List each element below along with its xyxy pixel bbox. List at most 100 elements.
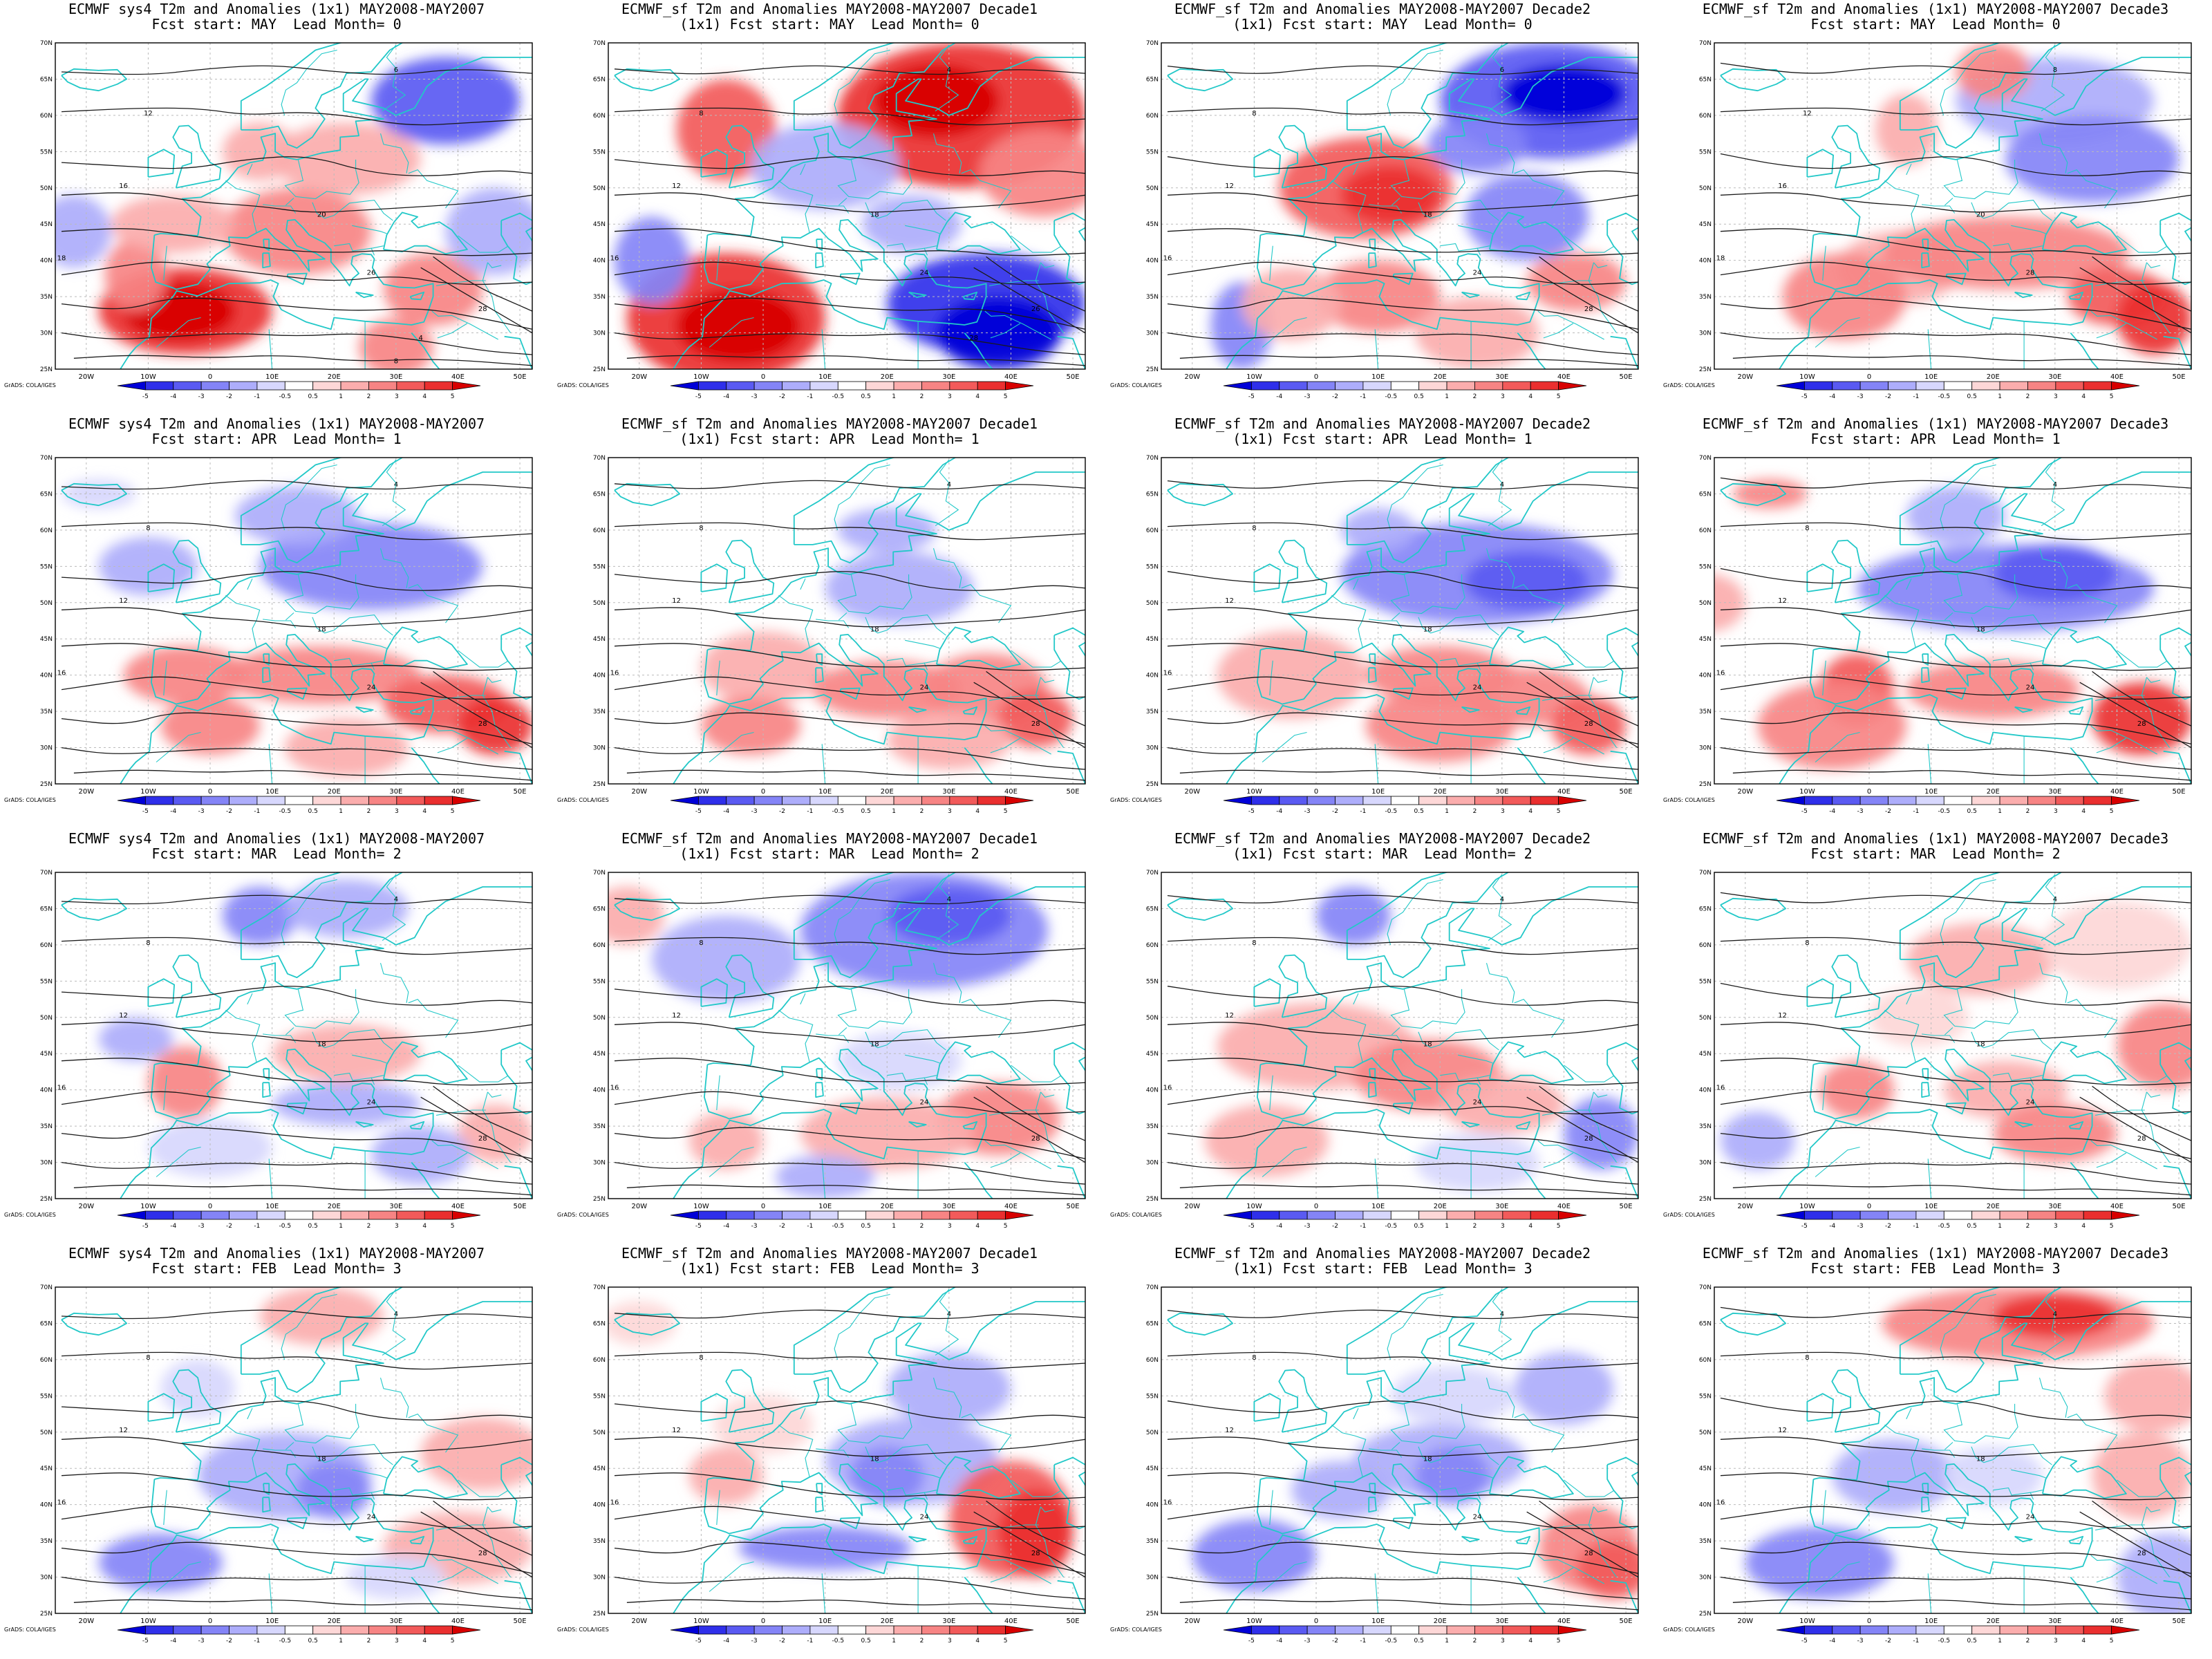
colorbar-tick-label: 4 (975, 393, 980, 400)
coastlines (1720, 43, 2191, 369)
colorbar-tick-label: 2 (2026, 808, 2030, 815)
country-borders (709, 874, 1085, 1199)
grads-credit: GrADS: COLA/IGES (4, 382, 56, 388)
latitude-label: 55N (1146, 978, 1159, 985)
colorbar-tick-label: 3 (948, 808, 952, 815)
contour-label: 24 (1473, 1099, 1482, 1107)
colorbar-swatch (424, 381, 453, 391)
colorbar-swatch (921, 381, 950, 391)
temperature-contours (61, 65, 532, 366)
longitude-label: 50E (1067, 1203, 1080, 1210)
longitude-label: 20E (881, 1618, 894, 1625)
contour-label: 4 (394, 1311, 398, 1318)
colorbar-tick-label: -2 (779, 1638, 785, 1644)
longitude-label: 20W (78, 373, 94, 381)
colorbar-tick-label: -1 (1360, 1223, 1366, 1230)
colorbar-tick-label: -5 (142, 1638, 149, 1644)
cold-anomaly-area (1993, 544, 2117, 603)
map-panel: ECMWF_sf T2m and Anomalies (1x1) MAY2008… (1659, 415, 2212, 830)
panel-title-line1: ECMWF_sf T2m and Anomalies (1x1) MAY2008… (1702, 1245, 2169, 1262)
graticule (608, 1287, 1085, 1613)
latitude-label: 25N (593, 366, 606, 373)
panel-title-line2: Fcst start: FEB Lead Month= 3 (151, 1260, 402, 1277)
longitude-label: 20E (328, 373, 341, 381)
panel-title-line1: ECMWF sys4 T2m and Anomalies (1x1) MAY20… (68, 830, 485, 847)
panel-title-line1: ECMWF_sf T2m and Anomalies MAY2008-MAY20… (1174, 1245, 1591, 1262)
colorbar-swatch (144, 1210, 174, 1220)
colorbar-swatch (1362, 381, 1391, 391)
longitude-label: 20E (1434, 373, 1447, 381)
latitude-label: 70N (593, 870, 606, 877)
colorbar-swatch (1915, 1210, 1944, 1220)
longitude-label: 30E (1495, 1203, 1508, 1210)
colorbar-tick-label: 2 (367, 1223, 371, 1230)
colorbar-swatch (2055, 796, 2084, 805)
panel-title-line1: ECMWF_sf T2m and Anomalies MAY2008-MAY20… (1174, 1, 1591, 17)
colorbar-swatch (1888, 796, 1917, 805)
colorbar-swatch (452, 1210, 481, 1220)
latitude-label: 45N (593, 221, 606, 228)
panel-title-line2: (1x1) Fcst start: FEB Lead Month= 3 (1232, 1260, 1533, 1277)
cold-anomaly-area (445, 187, 532, 275)
latitude-label: 30N (593, 1160, 606, 1167)
colorbar-tick-label: -0.5 (1385, 1223, 1398, 1230)
colorbar-tick-label: 5 (451, 808, 455, 815)
colorbar-tick-label: -3 (198, 808, 205, 815)
anomaly-map: 4812161820242870N65N60N55N50N45N40N35N30… (557, 1284, 1086, 1644)
latitude-label: 40N (1146, 1502, 1159, 1509)
colorbar-tick-label: -1 (807, 1223, 813, 1230)
colorbar-swatch (312, 381, 341, 391)
colorbar-tick-label: -2 (1885, 1223, 1891, 1230)
latitude-label: 25N (40, 781, 53, 788)
longitude-label: 20W (1737, 373, 1753, 381)
colorbar-tick-label: -3 (198, 393, 205, 400)
latitude-label: 40N (1146, 1087, 1159, 1094)
colorbar-swatch (1335, 796, 1364, 805)
cold-anomaly-area (1427, 115, 1527, 174)
colorbar-swatch (1915, 1625, 1944, 1635)
colorbar-swatch (1279, 1210, 1308, 1220)
cold-anomaly-area (371, 1126, 471, 1185)
latitude-label: 55N (593, 978, 606, 985)
colorbar-tick-label: -0.5 (1385, 393, 1398, 400)
colorbar-swatch (949, 796, 978, 805)
longitude-label: 20E (1987, 1618, 2000, 1625)
map-frame (1714, 42, 2192, 370)
contour-label: 18 (1976, 1041, 1985, 1049)
longitude-label: 30E (942, 373, 955, 381)
coastlines (61, 458, 532, 784)
longitude-label: 20E (1434, 1203, 1447, 1210)
colorbar-tick-label: 3 (1501, 393, 1505, 400)
colorbar-swatch (753, 1625, 782, 1635)
latitude-label: 25N (1699, 1611, 1712, 1618)
cold-anomaly-area (55, 195, 111, 268)
longitude-label: 0 (208, 1618, 212, 1625)
colorbar-swatch (1859, 796, 1888, 805)
grads-credit: GrADS: COLA/IGES (1663, 797, 1715, 803)
colorbar-tick-label: 1 (1445, 808, 1449, 815)
latitude-label: 55N (40, 1393, 53, 1400)
panel-title: ECMWF_sf T2m and Anomalies MAY2008-MAY20… (553, 416, 1106, 447)
colorbar-tick-label: 3 (395, 808, 399, 815)
temperature-contours (1167, 480, 1638, 781)
colorbar-swatch (1223, 1625, 1252, 1635)
colorbar-swatch (977, 381, 1006, 391)
contour-label: 4 (419, 335, 423, 342)
colorbar-tick-label: -5 (1248, 808, 1255, 815)
contour-label: 28 (2026, 270, 2035, 277)
cold-anomaly-area (1943, 1446, 2043, 1505)
contour-label: 16 (610, 670, 619, 677)
colorbar-swatch (1474, 796, 1503, 805)
panel-title-line2: (1x1) Fcst start: MAR Lead Month= 2 (679, 845, 980, 862)
latitude-label: 55N (1699, 1393, 1712, 1400)
longitude-label: 40E (451, 788, 465, 796)
grads-credit: GrADS: COLA/IGES (4, 797, 56, 803)
colorbar-tick-label: -1 (807, 808, 813, 815)
grads-credit: GrADS: COLA/IGES (1110, 1212, 1162, 1218)
latitude-label: 60N (1146, 527, 1159, 534)
